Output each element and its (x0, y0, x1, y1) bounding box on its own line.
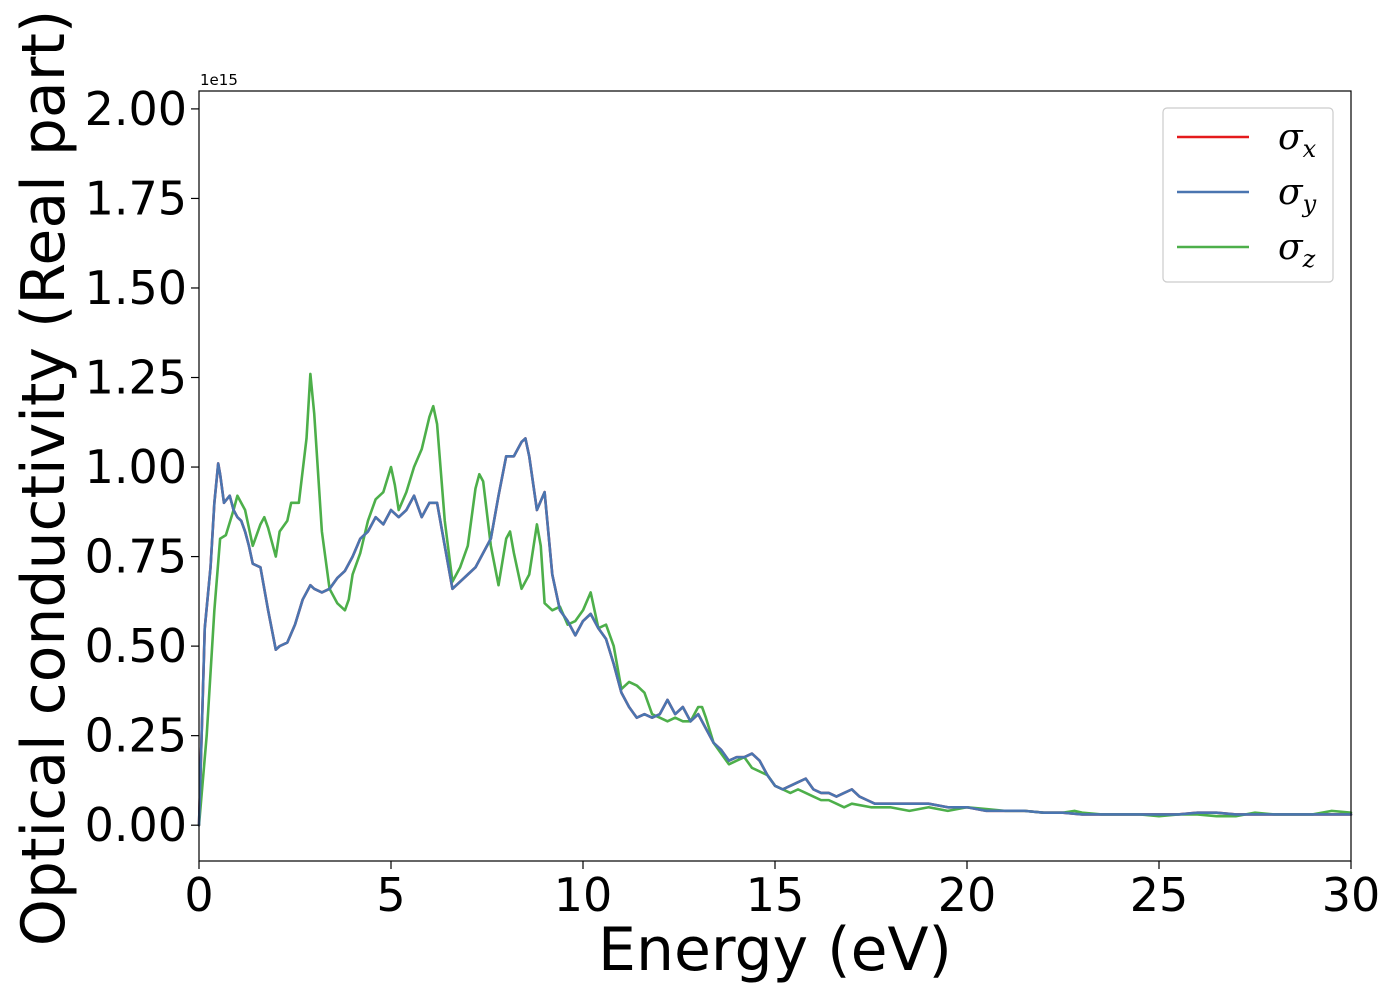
y-offset-label: 1e15 (200, 71, 238, 89)
y-tick-label: 1.50 (85, 261, 187, 315)
y-tick-label: 0.00 (85, 798, 187, 852)
x-tick-label: 30 (1322, 868, 1381, 922)
plot-area (199, 91, 1351, 861)
series-lines (197, 372, 1353, 827)
y-tick-label: 0.75 (85, 530, 187, 584)
y-tick-label: 1.75 (85, 171, 187, 225)
y-axis-title: Optical conductivity (Real part) (9, 10, 79, 947)
x-axis-title: Energy (eV) (598, 915, 952, 985)
x-tick-label: 15 (746, 868, 805, 922)
legend-box (1162, 107, 1334, 283)
series-line-y (197, 437, 1353, 827)
legend: σx σy σz (1162, 107, 1334, 283)
y-tick-label: 1.25 (85, 351, 187, 405)
x-tick-label: 0 (184, 868, 213, 922)
legend-label-z: σz (1278, 227, 1316, 273)
y-axis-ticks: 0.00 0.25 0.50 0.75 1.00 1.25 1.50 1.75 2.00 (85, 82, 199, 852)
y-tick-label: 0.25 (85, 709, 187, 763)
legend-entries: σx σy σz (1177, 117, 1317, 273)
y-tick-label: 0.50 (85, 619, 187, 673)
x-tick-label: 25 (1130, 868, 1189, 922)
y-tick-label: 2.00 (85, 82, 187, 136)
x-tick-label: 10 (554, 868, 613, 922)
legend-label-x: σx (1278, 117, 1317, 163)
x-tick-label: 5 (376, 868, 405, 922)
legend-label-y: σy (1278, 172, 1317, 218)
x-tick-label: 20 (938, 868, 997, 922)
y-tick-label: 1.00 (85, 440, 187, 494)
x-axis-ticks: 0 5 10 15 20 25 30 (184, 861, 1380, 922)
